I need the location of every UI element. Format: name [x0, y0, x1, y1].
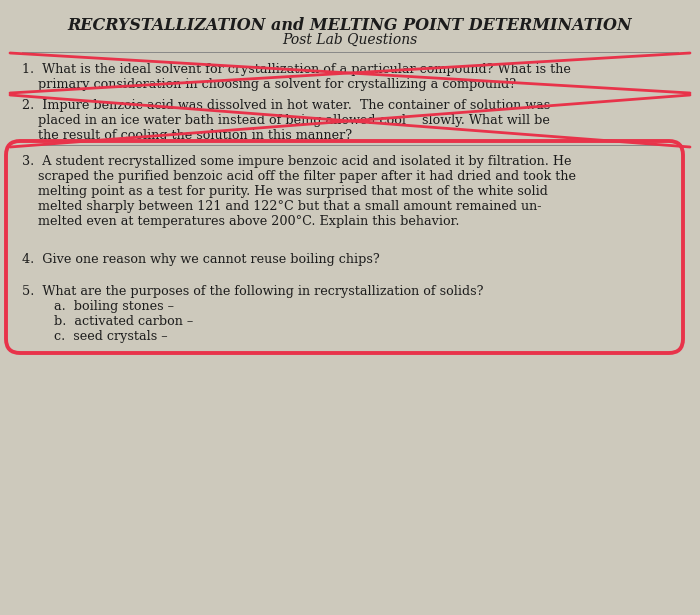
Text: melting point as a test for purity. He was surprised that most of the white soli: melting point as a test for purity. He w…	[22, 185, 548, 198]
Text: a.  boiling stones –: a. boiling stones –	[22, 300, 174, 313]
Text: 4.  Give one reason why we cannot reuse boiling chips?: 4. Give one reason why we cannot reuse b…	[22, 253, 379, 266]
Text: scraped the purified benzoic acid off the filter paper after it had dried and to: scraped the purified benzoic acid off th…	[22, 170, 576, 183]
Text: 3.  A student recrystallized some impure benzoic acid and isolated it by filtrat: 3. A student recrystallized some impure …	[22, 155, 571, 168]
Text: primary consideration in choosing a solvent for crystallizing a compound?: primary consideration in choosing a solv…	[22, 78, 516, 91]
Text: melted sharply between 121 and 122°C but that a small amount remained un-: melted sharply between 121 and 122°C but…	[22, 200, 542, 213]
Text: RECRYSTALLIZATION and MELTING POINT DETERMINATION: RECRYSTALLIZATION and MELTING POINT DETE…	[68, 17, 632, 34]
Text: melted even at temperatures above 200°C. Explain this behavior.: melted even at temperatures above 200°C.…	[22, 215, 459, 228]
Text: Post Lab Questions: Post Lab Questions	[282, 33, 418, 47]
Text: b.  activated carbon –: b. activated carbon –	[22, 315, 193, 328]
Text: 1.  What is the ideal solvent for crystallization of a particular compound? What: 1. What is the ideal solvent for crystal…	[22, 63, 571, 76]
Text: the result of cooling the solution in this manner?: the result of cooling the solution in th…	[22, 129, 352, 142]
Text: 2.  Impure benzoic acid was dissolved in hot water.  The container of solution w: 2. Impure benzoic acid was dissolved in …	[22, 99, 550, 112]
Text: placed in an ice water bath instead of being allowed cool    slowly. What will b: placed in an ice water bath instead of b…	[22, 114, 550, 127]
Text: 5.  What are the purposes of the following in recrystallization of solids?: 5. What are the purposes of the followin…	[22, 285, 484, 298]
Text: c.  seed crystals –: c. seed crystals –	[22, 330, 167, 343]
